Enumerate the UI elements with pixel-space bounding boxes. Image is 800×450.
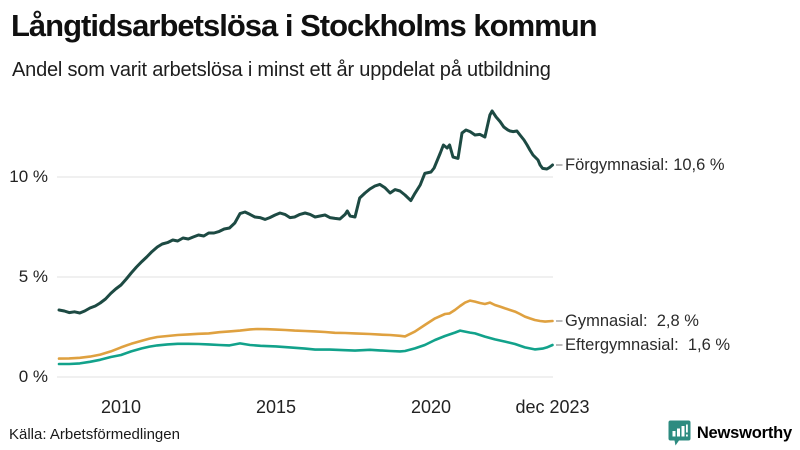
y-tick-label: 10 % bbox=[9, 167, 48, 186]
series-label-gymnasial: Gymnasial: 2,8 % bbox=[565, 312, 699, 330]
y-tick-label: 5 % bbox=[18, 267, 48, 286]
series-label-eftergymnasial: Eftergymnasial: 1,6 % bbox=[565, 336, 731, 354]
y-tick-label: 0 % bbox=[18, 367, 48, 386]
source-note: Källa: Arbetsförmedlingen bbox=[9, 426, 180, 443]
x-tick-label: 2020 bbox=[410, 397, 452, 417]
series-line-eftergymnasial bbox=[57, 329, 554, 366]
newsworthy-bar-chart-icon bbox=[668, 420, 691, 446]
x-tick-label: 2010 bbox=[100, 397, 142, 417]
newsworthy-logo[interactable]: Newsworthy bbox=[668, 420, 792, 447]
series-line-förgymnasial bbox=[57, 109, 554, 315]
x-tick-label: dec 2023 bbox=[515, 397, 590, 417]
x-tick-label: 2015 bbox=[255, 397, 297, 417]
page-subtitle: Andel som varit arbetslösa i minst ett å… bbox=[12, 59, 551, 81]
series-label-förgymnasial: Förgymnasial: 10,6 % bbox=[565, 156, 725, 174]
newsworthy-wordmark: Newsworthy bbox=[696, 424, 792, 442]
page-title: Långtidsarbetslösa i Stockholms kommun bbox=[11, 8, 598, 43]
series-line-gymnasial bbox=[57, 299, 554, 360]
